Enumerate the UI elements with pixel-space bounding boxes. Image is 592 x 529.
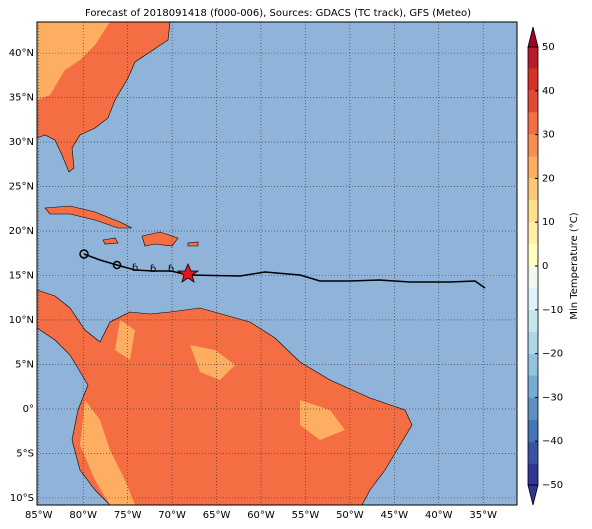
- y-tick-label: 20°N: [9, 226, 34, 237]
- y-tick-label: 40°N: [9, 48, 34, 59]
- colorbar-bin: [528, 287, 538, 310]
- svg-text:ɓ: ɓ: [132, 263, 138, 274]
- y-tick-label: 35°N: [9, 93, 34, 104]
- colorbar-bin: [528, 463, 538, 485]
- colorbar-tick-label: 30: [542, 130, 555, 141]
- x-tick-label: 35°W: [469, 510, 497, 521]
- y-tick-label: 15°N: [9, 271, 34, 282]
- y-tick-label: 0°: [23, 404, 34, 415]
- colorbar-bin: [528, 134, 538, 157]
- y-tick-label: 30°N: [9, 137, 34, 148]
- colorbar-bin: [528, 397, 538, 420]
- x-tick-label: 55°W: [292, 510, 320, 521]
- colorbar-bin: [528, 309, 538, 332]
- x-tick-label: 60°W: [247, 510, 275, 521]
- x-tick-label: 85°W: [25, 510, 53, 521]
- y-tick-label: 10°S: [10, 493, 34, 504]
- colorbar-bin: [528, 331, 538, 354]
- x-tick-label: 75°W: [114, 510, 142, 521]
- colorbar-tick-label: 20: [542, 173, 555, 184]
- y-tick-label: 10°N: [9, 315, 34, 326]
- x-tick-label: 40°W: [425, 510, 453, 521]
- colorbar-tick-label: −40: [542, 436, 563, 447]
- colorbar-tick-label: −30: [542, 392, 563, 403]
- colorbar-tick-label: 50: [542, 42, 555, 53]
- x-tick-label: 80°W: [69, 510, 97, 521]
- y-tick-label: 25°N: [9, 182, 34, 193]
- svg-text:ɓ: ɓ: [168, 264, 174, 275]
- title: Forecast of 2018091418 (f000-006), Sourc…: [85, 8, 471, 19]
- colorbar-bin: [528, 222, 538, 245]
- colorbar-bin: [528, 441, 538, 464]
- colorbar-bin: [528, 156, 538, 179]
- map-frame: [36, 21, 518, 506]
- colorbar-bin: [528, 419, 538, 442]
- colorbar-tick-label: −50: [542, 480, 563, 491]
- colorbar-extend-low: [527, 484, 539, 506]
- colorbar-tick-label: −20: [542, 349, 563, 360]
- colorbar-bin: [528, 90, 538, 113]
- colorbar: −50 −40 −30 −20 −10 0 10 20 30 40 50: [527, 26, 563, 506]
- colorbar-tick-label: −10: [542, 305, 563, 316]
- colorbar-tick-label: 0: [542, 261, 548, 272]
- y-tick-label: 5°N: [15, 359, 34, 370]
- colorbar-bin: [528, 112, 538, 135]
- y-tick-label: 5°S: [16, 448, 34, 459]
- colorbar-bin: [528, 200, 538, 223]
- colorbar-bin: [528, 178, 538, 201]
- colorbar-label: Min Temperature (°C): [569, 212, 580, 319]
- colorbar-bin: [528, 244, 538, 266]
- colorbar-extend-high: [527, 26, 539, 48]
- colorbar-bin: [528, 375, 538, 398]
- x-tick-label: 65°W: [203, 510, 231, 521]
- colorbar-tick-label: 40: [542, 86, 555, 97]
- colorbar-bin: [528, 68, 538, 91]
- colorbar-bin: [528, 353, 538, 376]
- colorbar-tick-label: 10: [542, 217, 555, 228]
- x-tick-label: 45°W: [381, 510, 409, 521]
- x-tick-label: 50°W: [336, 510, 364, 521]
- colorbar-bin: [528, 47, 538, 69]
- svg-text:ɓ: ɓ: [150, 264, 156, 275]
- colorbar-bin: [528, 266, 538, 288]
- tc-track: ɓ ɓ ɓ: [79, 249, 486, 289]
- land: [36, 21, 413, 506]
- graticule: [37, 22, 517, 505]
- x-tick-label: 70°W: [158, 510, 186, 521]
